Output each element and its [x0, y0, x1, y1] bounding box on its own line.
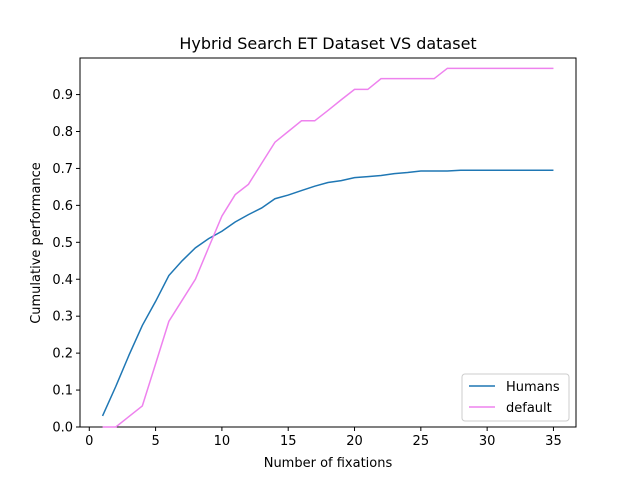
- y-tick-label: 0.2: [52, 347, 73, 362]
- y-tick-label: 0.1: [52, 384, 73, 399]
- plot-frame: [79, 57, 577, 428]
- x-tick-label: 5: [151, 434, 159, 449]
- x-tick-label: 35: [545, 434, 562, 449]
- y-tick-label: 0.6: [52, 199, 73, 214]
- x-tick-label: 10: [214, 434, 231, 449]
- y-axis-label: Cumulative performance: [29, 162, 44, 324]
- y-tick-label: 0.3: [52, 310, 73, 325]
- x-tick-label: 30: [479, 434, 496, 449]
- x-tick-label: 20: [346, 434, 363, 449]
- x-axis-label: Number of fixations: [264, 456, 393, 471]
- x-tick-label: 25: [413, 434, 430, 449]
- legend-label-default: default: [506, 401, 552, 416]
- series-line-default: [102, 67, 554, 428]
- x-tick-label: 0: [85, 434, 93, 449]
- series-line-humans: [101, 169, 554, 417]
- y-tick-label: 0.8: [52, 125, 73, 140]
- y-axis: 0.0 0.1 0.2 0.3 0.4 0.5 0.6 0.7 0.8 0.9: [52, 88, 80, 436]
- series-layer: [101, 67, 554, 428]
- x-tick-label: 15: [280, 434, 297, 449]
- chart-title: Hybrid Search ET Dataset VS dataset: [179, 34, 476, 53]
- legend-label-humans: Humans: [506, 380, 560, 395]
- plot-area: 0 5 10 15 20 25 30 35 0.00.10.20.30.40.50.60.70…: [52, 57, 577, 449]
- y-tick-label: 0.5: [52, 236, 73, 251]
- x-axis: 0 5 10 15 20 25 30 35: [85, 427, 562, 449]
- legend: Humans default: [461, 373, 570, 422]
- y-tick-label: 0.7: [52, 162, 73, 177]
- y-tick-label: 0.9: [52, 88, 73, 103]
- y-tick-label: 0.0: [52, 421, 73, 436]
- y-tick-label: 0.4: [52, 273, 73, 288]
